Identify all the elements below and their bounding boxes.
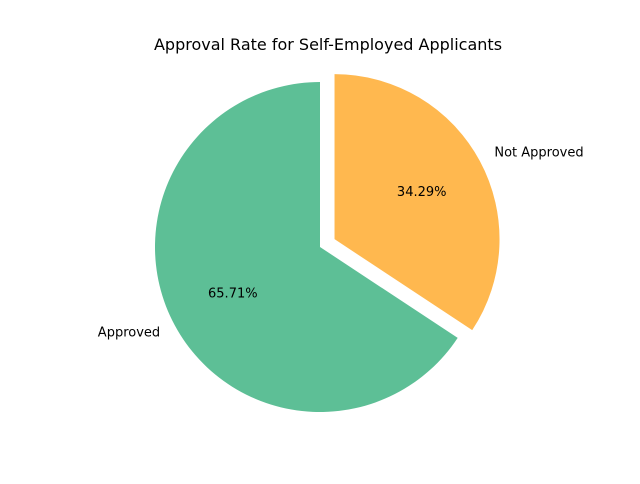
pie-slice-approved: [154, 82, 458, 413]
pie-slice-category-label: Not Approved: [494, 146, 583, 161]
chart-title: Approval Rate for Self-Employed Applican…: [154, 35, 502, 54]
pie-slice-not-approved: [334, 74, 500, 331]
labels-layer: 34.29% Not Approved 65.71% Approved: [98, 146, 584, 341]
pie-slice-pct-label: 65.71%: [208, 286, 258, 301]
slices-layer: [154, 74, 500, 413]
pie-slice-category-label: Approved: [98, 325, 160, 340]
pie-slice-pct-label: 34.29%: [397, 185, 447, 200]
